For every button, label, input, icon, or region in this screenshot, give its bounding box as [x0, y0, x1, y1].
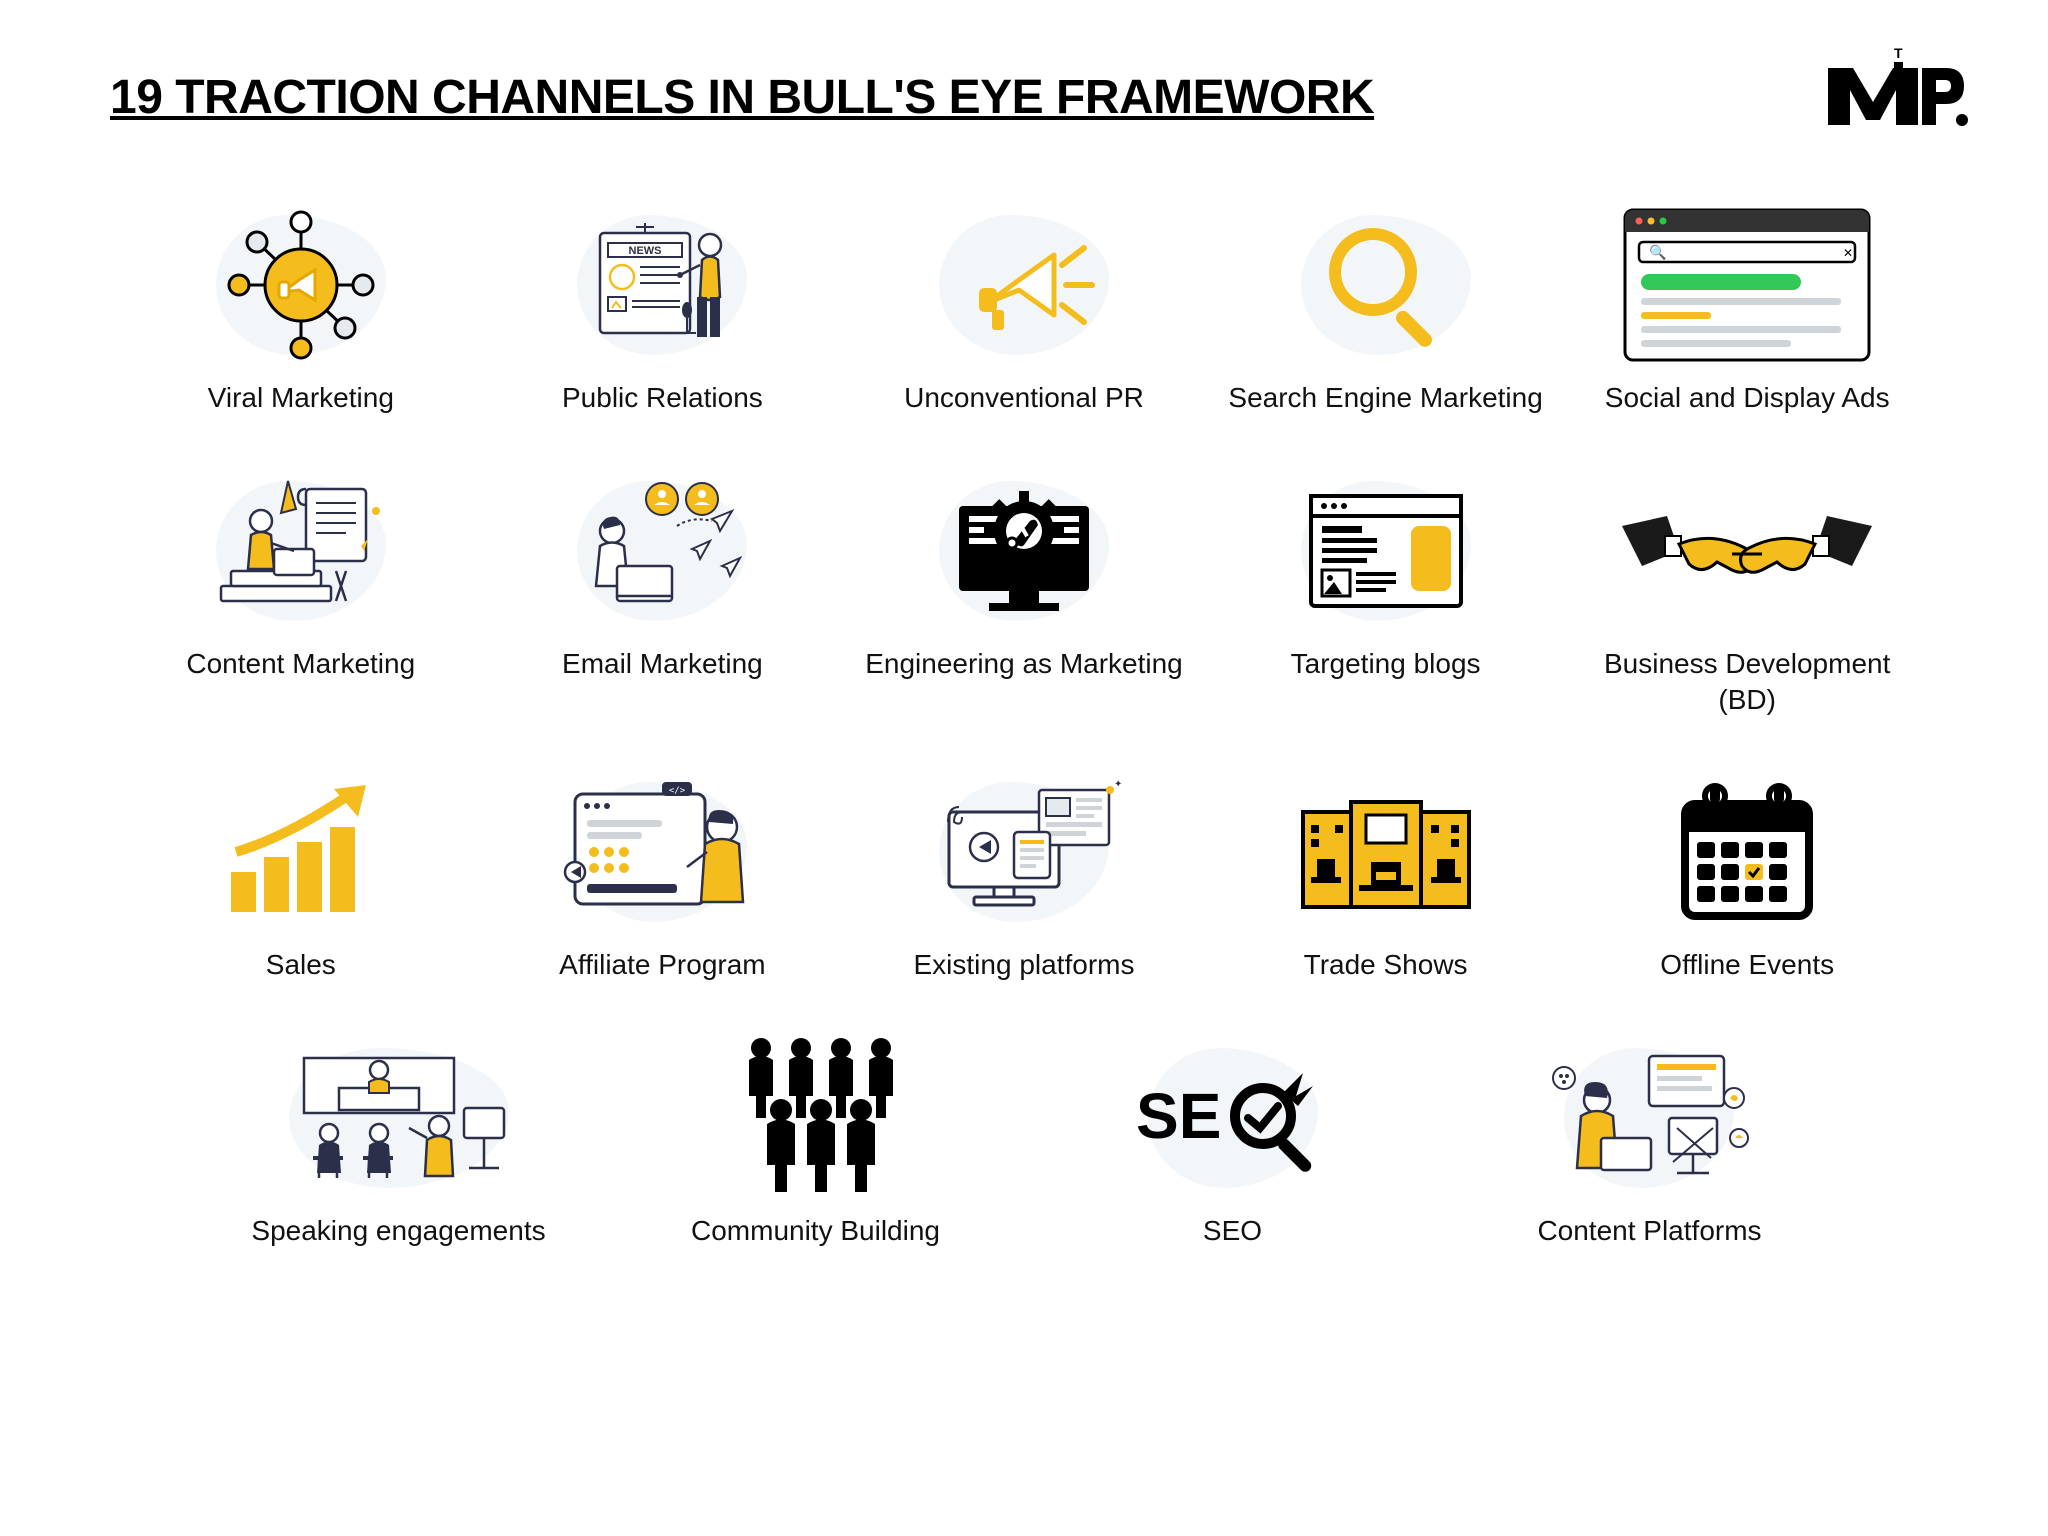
- channel-label: Existing platforms: [914, 947, 1135, 983]
- creator-screens-icon: [1539, 1038, 1759, 1198]
- svg-text:NEWS: NEWS: [629, 245, 662, 257]
- channel-label: Unconventional PR: [904, 380, 1144, 416]
- channel-engineering-marketing: Engineering as Marketing: [853, 466, 1195, 718]
- channel-label: Public Relations: [562, 380, 763, 416]
- channel-label: Offline Events: [1660, 947, 1834, 983]
- svg-text:✕: ✕: [1843, 246, 1853, 260]
- channel-label: SEO: [1203, 1213, 1262, 1249]
- news-person-icon: NEWS: [572, 205, 752, 365]
- channel-content-marketing: Content Marketing: [130, 466, 472, 718]
- channel-viral-marketing: Viral Marketing: [130, 200, 472, 416]
- handshake-icon: [1617, 476, 1877, 626]
- svg-text:T: T: [1894, 45, 1903, 61]
- magnifier-icon: [1311, 210, 1461, 360]
- blog-layout-icon: [1296, 476, 1476, 626]
- channel-label: Engineering as Marketing: [865, 646, 1183, 682]
- multi-screen-icon: ✦: [924, 772, 1124, 932]
- svg-text:SE: SE: [1136, 1080, 1221, 1152]
- channel-affiliate: </> Affiliate Program: [492, 767, 834, 983]
- people-group-icon: [716, 1038, 916, 1198]
- speaker-audience-icon: [269, 1038, 529, 1198]
- channel-label: Targeting blogs: [1291, 646, 1481, 682]
- calendar-icon: [1667, 772, 1827, 932]
- brand-logo: T: [1818, 40, 1968, 140]
- channel-label: Affiliate Program: [559, 947, 765, 983]
- megaphone-network-icon: [221, 210, 381, 360]
- bar-arrow-icon: [216, 777, 386, 927]
- affiliate-screen-icon: </>: [557, 772, 767, 932]
- channel-label: Content Marketing: [186, 646, 415, 682]
- channel-email-marketing: Email Marketing: [492, 466, 834, 718]
- gear-screen-icon: [939, 471, 1109, 631]
- channel-offline-events: Offline Events: [1576, 767, 1918, 983]
- channel-label: Business Development (BD): [1576, 646, 1918, 718]
- channel-public-relations: NEWS Public Relations: [492, 200, 834, 416]
- channel-label: Content Platforms: [1537, 1213, 1761, 1249]
- channel-biz-dev: Business Development (BD): [1576, 466, 1918, 718]
- email-person-icon: [562, 471, 762, 631]
- channel-sem: Search Engine Marketing: [1215, 200, 1557, 416]
- browser-ad-icon: 🔍✕: [1617, 200, 1877, 370]
- channel-social-display: 🔍✕ Social and Display Ads: [1576, 200, 1918, 416]
- channel-label: Sales: [266, 947, 336, 983]
- channel-content-platforms: Content Platforms: [1537, 1033, 1761, 1249]
- writer-scroll-icon: [206, 471, 396, 631]
- channel-existing-platforms: ✦ Existing platforms: [853, 767, 1195, 983]
- channel-label: Social and Display Ads: [1605, 380, 1890, 416]
- channel-label: Search Engine Marketing: [1228, 380, 1542, 416]
- channel-label: Viral Marketing: [208, 380, 394, 416]
- channel-label: Community Building: [691, 1213, 940, 1249]
- svg-text:🔍: 🔍: [1649, 243, 1666, 261]
- channel-speaking: Speaking engagements: [251, 1033, 545, 1249]
- channel-label: Trade Shows: [1304, 947, 1468, 983]
- page-title: 19 TRACTION CHANNELS IN BULL'S EYE FRAME…: [110, 70, 1374, 125]
- channel-unconventional-pr: Unconventional PR: [853, 200, 1195, 416]
- svg-text:✦: ✦: [1114, 779, 1122, 790]
- channel-targeting-blogs: Targeting blogs: [1215, 466, 1557, 718]
- channel-label: Speaking engagements: [251, 1213, 545, 1249]
- channel-trade-shows: Trade Shows: [1215, 767, 1557, 983]
- channels-grid-row4: Speaking engagements Community Building …: [100, 1033, 1948, 1249]
- channel-sales: Sales: [130, 767, 472, 983]
- channel-label: Email Marketing: [562, 646, 763, 682]
- svg-text:</>: </>: [669, 786, 686, 796]
- channels-grid: Viral Marketing NEWS Public Relations: [100, 200, 1948, 983]
- megaphone-icon: [944, 210, 1104, 360]
- channel-seo: SE SEO: [1128, 1033, 1338, 1249]
- channel-community: Community Building: [691, 1033, 940, 1249]
- booths-icon: [1291, 777, 1481, 927]
- seo-text-icon: SE: [1128, 1058, 1338, 1178]
